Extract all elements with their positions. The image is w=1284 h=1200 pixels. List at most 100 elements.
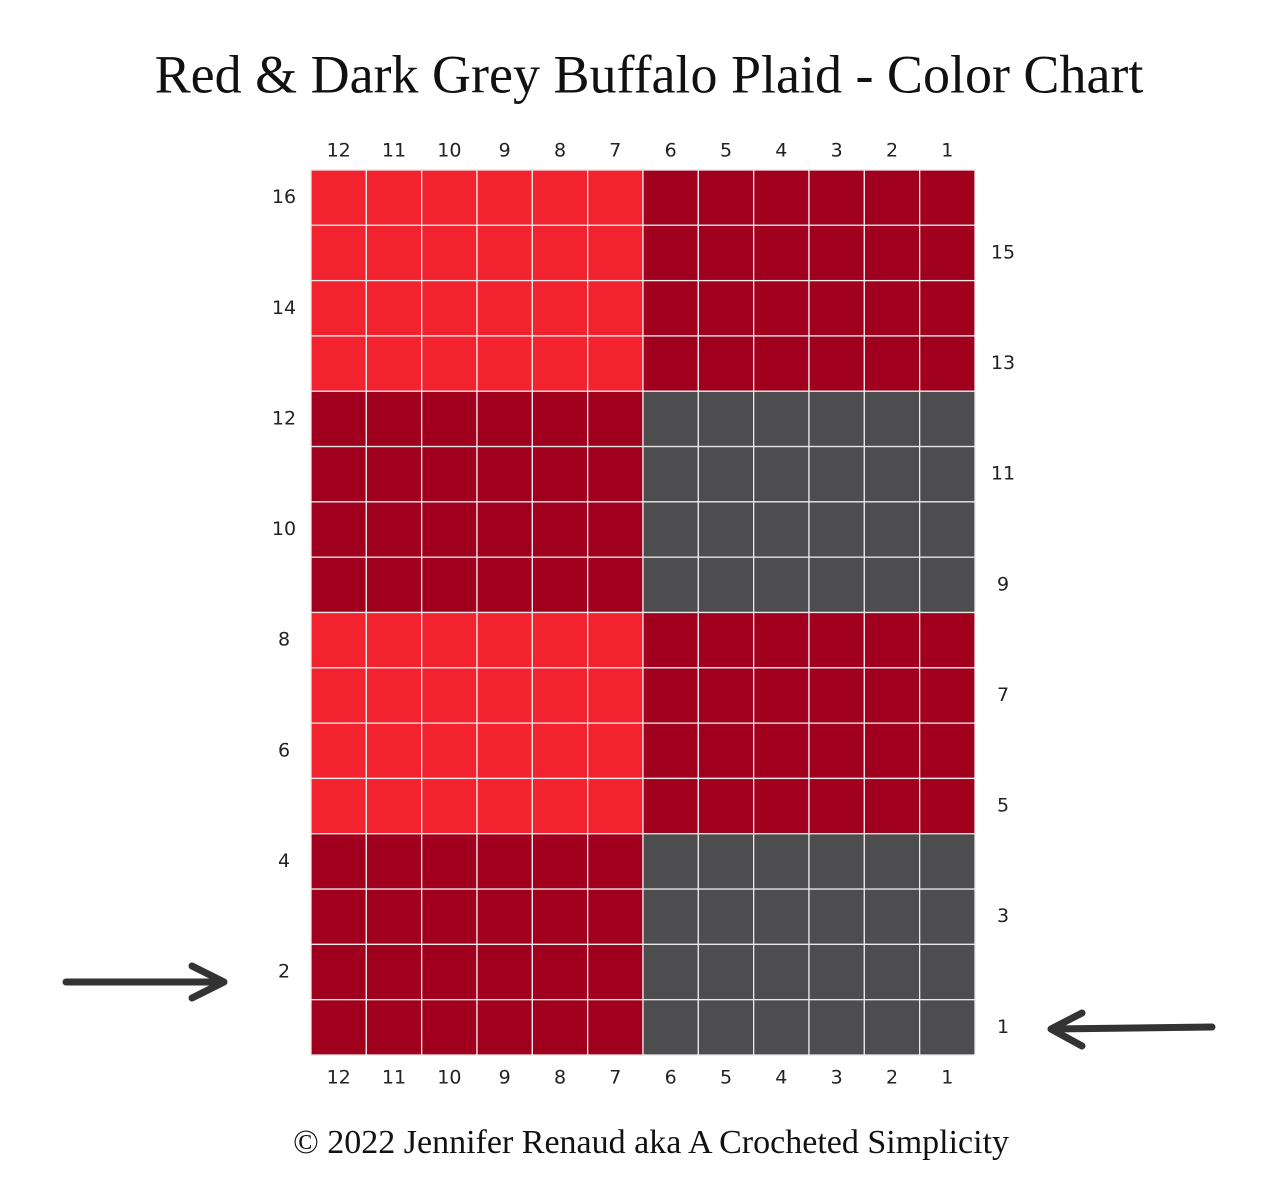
cell [365,667,423,724]
cell [753,777,810,835]
cell [421,390,478,448]
cell [863,224,921,282]
cell [310,833,367,890]
cell [642,722,699,780]
cell [421,556,478,614]
cell [642,667,699,724]
cell [587,667,644,724]
column-label: 5 [720,1067,732,1089]
cell [310,943,367,1001]
row-label: 9 [997,573,1009,595]
cell [476,169,533,226]
cell [919,833,976,890]
column-label: 6 [665,1067,677,1089]
cell [697,833,755,890]
column-label: 1 [941,1067,953,1089]
cell [753,224,810,282]
cell [753,390,810,448]
cell [587,445,644,503]
column-label: 4 [775,140,787,162]
column-label: 7 [609,140,621,162]
title: Red & Dark Grey Buffalo Plaid - Color Ch… [155,44,1144,104]
cell [642,611,699,669]
cell [587,611,644,669]
row-label: 12 [272,407,296,429]
row-label: 14 [272,297,296,319]
cell [421,501,478,558]
row-label: 1 [997,1016,1009,1038]
cell [808,722,865,780]
cell [919,999,976,1056]
footer: © 2022 Jennifer Renaud aka A Crocheted S… [293,1124,1009,1161]
cell [697,501,755,558]
cell [919,667,976,724]
cell [808,611,865,669]
grid [310,169,976,1056]
cell [919,445,976,503]
cell [863,999,921,1056]
cell [587,833,644,890]
cell [310,224,367,282]
cell [365,999,423,1056]
cell [587,999,644,1056]
cell [753,999,810,1056]
cell [753,611,810,669]
row-label: 8 [278,629,290,651]
cell [587,777,644,835]
cell [697,279,755,337]
cell [753,667,810,724]
cell [587,224,644,282]
cell [808,777,865,835]
cell [642,390,699,448]
cell [476,445,533,503]
cell [476,390,533,448]
cell [642,777,699,835]
cell [365,833,423,890]
cell [531,224,589,282]
cell [365,556,423,614]
cell [310,390,367,448]
cell [697,445,755,503]
cell [421,445,478,503]
cell [863,169,921,226]
cell [863,833,921,890]
cell [476,556,533,614]
cell [919,224,976,282]
cell [531,943,589,1001]
cell [476,279,533,337]
cell [697,335,755,392]
cell [808,999,865,1056]
cell [421,777,478,835]
column-label: 4 [775,1067,787,1089]
cell [808,556,865,614]
cell [808,888,865,946]
cell [697,667,755,724]
cell [365,611,423,669]
cell [863,445,921,503]
cell [753,169,810,226]
column-label: 12 [327,1067,351,1089]
cell [642,888,699,946]
cell [697,943,755,1001]
cell [365,501,423,558]
row-label: 3 [997,905,1009,927]
cell [919,501,976,558]
cell [919,888,976,946]
cell [531,888,589,946]
cell [531,833,589,890]
cell [421,943,478,1001]
cell [642,445,699,503]
column-label: 2 [886,140,898,162]
cell [310,888,367,946]
row-label: 4 [278,850,290,872]
cell [808,667,865,724]
cell [310,169,367,226]
row-label: 6 [278,739,290,761]
cell [476,611,533,669]
cell [808,279,865,337]
cell [808,501,865,558]
cell [531,445,589,503]
row-label: 15 [991,241,1015,263]
cell [919,390,976,448]
cell [697,224,755,282]
